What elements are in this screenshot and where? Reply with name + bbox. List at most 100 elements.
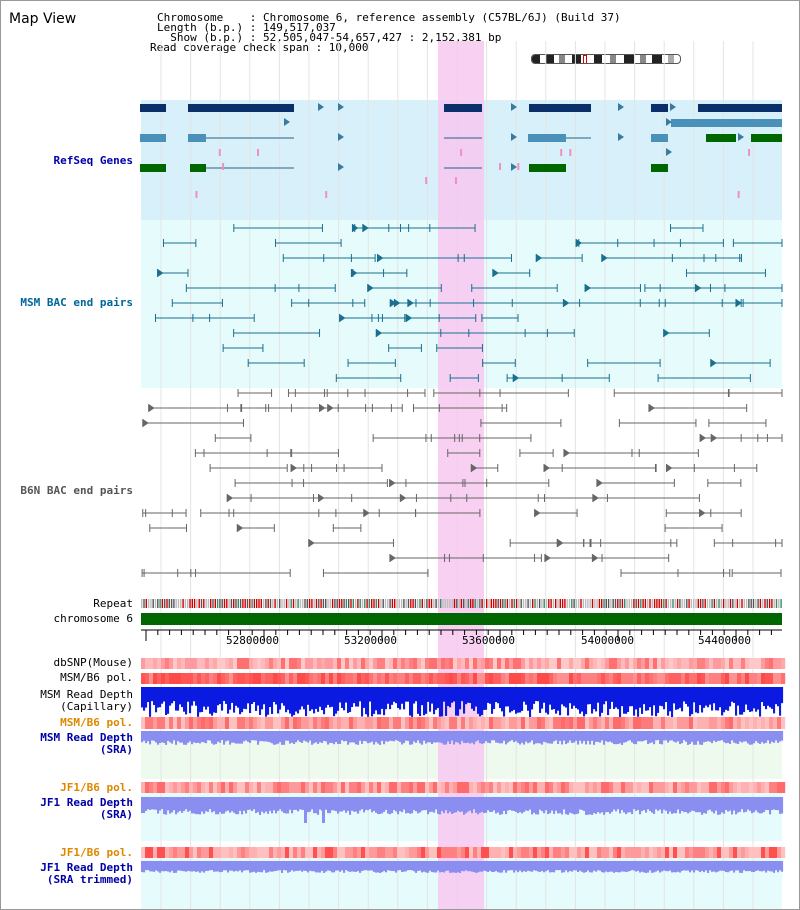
depth-bar bbox=[683, 797, 686, 813]
depth-bar bbox=[729, 861, 732, 872]
depth-bar bbox=[277, 731, 280, 744]
depth-bar bbox=[289, 687, 292, 714]
depth-bar bbox=[579, 861, 582, 871]
heat-cell bbox=[513, 673, 518, 684]
depth-bar bbox=[695, 861, 698, 871]
heat-cell bbox=[333, 658, 338, 669]
depth-bar bbox=[591, 687, 594, 714]
repeat-mark bbox=[371, 599, 373, 608]
heat-cell bbox=[385, 782, 390, 793]
chromosome-ideogram[interactable] bbox=[531, 54, 681, 64]
depth-bar bbox=[663, 687, 666, 710]
heat-cell bbox=[461, 658, 466, 669]
heat-cell bbox=[757, 673, 762, 684]
heat-cell bbox=[365, 847, 370, 858]
depth-bar bbox=[731, 861, 734, 871]
repeat-mark bbox=[207, 599, 210, 608]
heat-cell bbox=[581, 847, 586, 858]
heat-cell bbox=[481, 717, 486, 729]
repeat-mark bbox=[453, 599, 456, 608]
depth-bar bbox=[679, 687, 682, 708]
repeat-mark bbox=[256, 599, 258, 608]
depth-bar bbox=[329, 687, 332, 708]
depth-bar bbox=[667, 731, 670, 743]
depth-bar bbox=[697, 797, 700, 813]
depth-bar bbox=[583, 687, 586, 717]
depth-bar bbox=[555, 687, 558, 714]
depth-bar bbox=[729, 797, 732, 811]
heat-cell bbox=[609, 658, 614, 669]
heat-cell bbox=[157, 673, 162, 684]
heat-cell bbox=[741, 717, 746, 729]
depth-bar bbox=[693, 731, 696, 745]
depth-bar bbox=[415, 797, 418, 812]
depth-bar bbox=[267, 731, 270, 742]
repeat-mark bbox=[306, 599, 308, 608]
repeat-mark bbox=[536, 599, 538, 608]
depth-bar bbox=[443, 797, 446, 814]
heat-cell bbox=[293, 673, 298, 684]
heat-cell bbox=[285, 782, 290, 793]
depth-bar bbox=[541, 797, 544, 812]
repeat-mark bbox=[741, 599, 743, 608]
depth-bar bbox=[287, 731, 290, 741]
depth-bar bbox=[763, 731, 766, 744]
depth-bar bbox=[593, 797, 596, 814]
heat-cell bbox=[153, 847, 158, 858]
repeat-mark bbox=[601, 599, 603, 608]
depth-bar bbox=[707, 861, 710, 873]
depth-bar bbox=[153, 797, 156, 810]
repeat-mark bbox=[722, 599, 725, 608]
depth-bar bbox=[513, 731, 516, 743]
depth-bar bbox=[539, 731, 542, 744]
heat-cell bbox=[201, 658, 206, 669]
repeat-mark bbox=[449, 599, 451, 608]
heat-cell bbox=[281, 658, 286, 669]
depth-bar bbox=[309, 861, 312, 871]
depth-bar bbox=[173, 731, 176, 741]
repeat-mark bbox=[541, 599, 543, 608]
depth-bar bbox=[409, 687, 412, 716]
depth-bar bbox=[607, 797, 610, 813]
selection-highlight bbox=[438, 41, 484, 909]
repeat-mark bbox=[396, 599, 398, 608]
depth-bar bbox=[605, 861, 608, 872]
heat-cell bbox=[729, 847, 734, 858]
depth-bar bbox=[299, 687, 302, 710]
heat-cell bbox=[173, 847, 178, 858]
depth-bar bbox=[323, 861, 326, 873]
depth-bar bbox=[363, 687, 366, 708]
refseq-genes-label[interactable]: RefSeq Genes bbox=[53, 154, 133, 167]
depth-bar bbox=[689, 861, 692, 873]
repeat-mark bbox=[145, 599, 147, 608]
heat-cell bbox=[185, 673, 190, 684]
depth-bar bbox=[337, 861, 340, 871]
depth-bar bbox=[713, 861, 716, 872]
heat-cell bbox=[637, 847, 642, 858]
heat-cell bbox=[637, 782, 642, 793]
refseq-gene bbox=[651, 164, 668, 172]
depth-bar bbox=[521, 861, 524, 873]
repeat-mark bbox=[522, 599, 525, 608]
heat-cell bbox=[181, 717, 186, 729]
depth-bar bbox=[517, 797, 520, 814]
heat-cell bbox=[565, 658, 570, 669]
heat-cell bbox=[369, 717, 374, 729]
depth-bar bbox=[363, 797, 366, 813]
depth-bar bbox=[645, 731, 648, 741]
depth-bar bbox=[613, 731, 616, 745]
depth-bar bbox=[505, 797, 508, 815]
heat-cell bbox=[569, 717, 574, 729]
msm-bac-end-pairs-label[interactable]: MSM BAC end pairs bbox=[20, 296, 133, 309]
depth-bar bbox=[249, 687, 252, 714]
depth-bar bbox=[145, 731, 148, 744]
depth-bar bbox=[603, 861, 606, 873]
depth-bar bbox=[357, 731, 360, 745]
b6n-bac-end-pairs-label[interactable]: B6N BAC end pairs bbox=[20, 484, 133, 497]
depth-bar bbox=[429, 797, 432, 812]
depth-bar bbox=[501, 731, 504, 744]
depth-bar bbox=[263, 687, 266, 705]
depth-bar bbox=[757, 687, 760, 710]
depth-bar bbox=[285, 731, 288, 741]
